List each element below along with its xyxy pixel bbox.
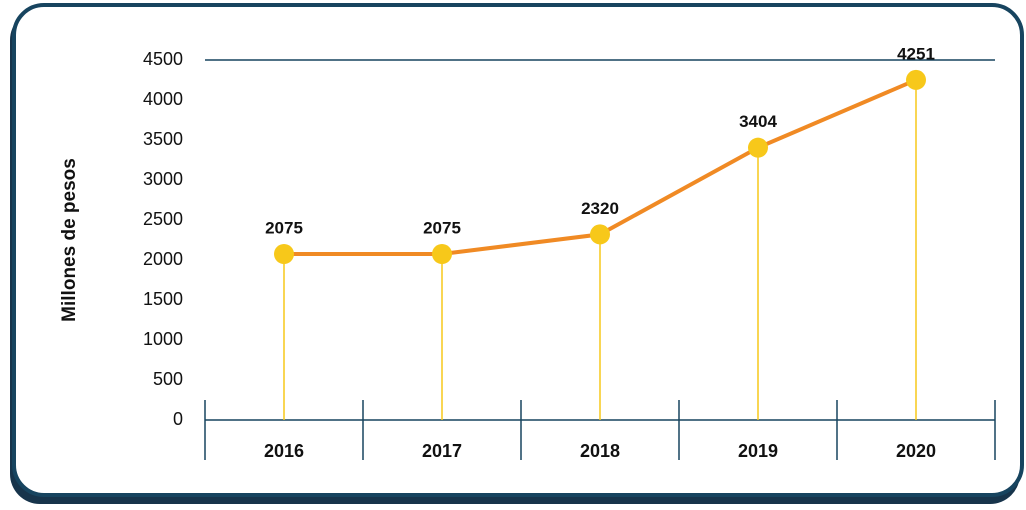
point <box>590 224 610 245</box>
frame <box>12 3 1024 497</box>
x-tick-label: 2016 <box>264 441 304 461</box>
value-label: 2320 <box>581 199 619 218</box>
y-tick-label: 1000 <box>143 329 183 349</box>
value-label: 2075 <box>265 218 303 237</box>
y-tick-label: 4000 <box>143 89 183 109</box>
y-tick-label: 0 <box>173 409 183 429</box>
point <box>432 244 452 264</box>
y-axis-label: Millones de pesos <box>59 158 80 322</box>
x-tick-label: 2020 <box>896 441 936 461</box>
point <box>906 69 926 90</box>
y-tick-label: 500 <box>153 369 183 389</box>
x-tick-label: 2019 <box>738 441 778 461</box>
x-tick-label: 2018 <box>580 441 620 461</box>
x-tick-label: 2017 <box>422 441 462 461</box>
value-label: 4251 <box>897 44 935 63</box>
value-label: 3404 <box>739 112 777 131</box>
y-tick-label: 3500 <box>143 129 183 149</box>
y-tick-label: 1500 <box>143 289 183 309</box>
y-tick-label: 2000 <box>143 249 183 269</box>
value-label: 2075 <box>423 218 461 237</box>
y-tick-label: 3000 <box>143 169 183 189</box>
point <box>274 244 294 264</box>
y-tick-label: 4500 <box>143 49 183 69</box>
point <box>748 137 768 158</box>
y-tick-label: 2500 <box>143 209 183 229</box>
